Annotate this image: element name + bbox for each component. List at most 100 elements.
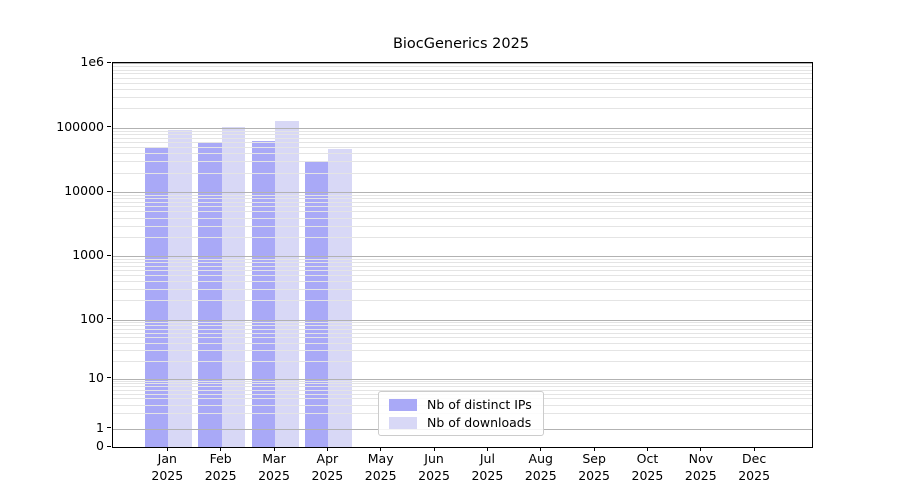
x-tick xyxy=(540,446,542,451)
gridline-major xyxy=(112,319,812,321)
gridline-minor xyxy=(112,130,812,132)
gridline-major xyxy=(112,63,812,65)
bar-downloads-apr xyxy=(328,148,352,447)
gridline-minor xyxy=(112,108,812,110)
gridline-minor xyxy=(112,77,812,79)
x-tick-label: Aug 2025 xyxy=(524,451,557,483)
x-tick-label: Jul 2025 xyxy=(471,451,504,483)
x-tick-label: Jun 2025 xyxy=(418,451,450,483)
x-tick xyxy=(380,446,382,451)
y-tick-label: 10000 xyxy=(64,183,104,199)
legend-item-downloads: Nb of downloads xyxy=(389,414,535,431)
plot-area xyxy=(111,61,813,448)
gridline-minor xyxy=(112,262,812,264)
legend-label-downloads: Nb of downloads xyxy=(427,415,532,430)
gridline-minor xyxy=(112,69,812,71)
gridline-minor xyxy=(112,202,812,204)
gridline-minor xyxy=(112,73,812,75)
gridline-minor xyxy=(112,289,812,291)
gridline-minor xyxy=(112,147,812,149)
x-tick-label: Apr 2025 xyxy=(311,451,344,483)
gridline-minor xyxy=(112,380,812,382)
gridline-major xyxy=(112,256,812,257)
gridline-minor xyxy=(112,236,812,238)
x-tick xyxy=(646,446,649,451)
y-tick-label: 100000 xyxy=(56,118,104,134)
gridline-minor xyxy=(112,206,812,208)
gridline-major xyxy=(112,378,812,380)
x-tick xyxy=(166,446,168,451)
gridline-minor xyxy=(112,96,812,98)
legend-item-distinct-ips: Nb of distinct IPs xyxy=(389,396,535,413)
gridline-minor xyxy=(112,161,812,163)
legend-swatch-distinct-ips xyxy=(389,398,417,411)
gridline-minor xyxy=(112,270,812,272)
gridline-minor xyxy=(112,360,812,362)
bar-distinct-ips-feb xyxy=(198,143,222,447)
x-tick-label: Sep 2025 xyxy=(578,451,610,483)
y-tick-label: 1e6 xyxy=(80,54,104,70)
legend: Nb of distinct IPs Nb of downloads xyxy=(378,391,544,436)
gridline-minor xyxy=(112,322,812,324)
x-tick-label: Nov 2025 xyxy=(684,451,717,483)
x-tick-label: Feb 2025 xyxy=(204,451,237,483)
y-tick xyxy=(107,190,111,192)
chart-title: BiocGenerics 2025 xyxy=(392,36,530,52)
y-tick xyxy=(107,318,111,320)
legend-label-distinct-ips: Nb of distinct IPs xyxy=(427,397,532,412)
y-tick-label: 10 xyxy=(88,369,104,385)
x-tick xyxy=(753,446,755,451)
gridline-minor xyxy=(112,281,812,283)
y-tick-label: 1 xyxy=(96,419,104,435)
bar-distinct-ips-mar xyxy=(251,140,275,447)
x-tick-label: Oct 2025 xyxy=(631,451,664,483)
y-tick xyxy=(107,377,111,379)
bar-distinct-ips-jan xyxy=(144,146,169,447)
x-tick xyxy=(700,446,702,451)
gridline-minor xyxy=(112,386,812,388)
gridline-minor xyxy=(112,172,812,174)
gridline-minor xyxy=(112,300,812,302)
grid-layer xyxy=(112,63,812,448)
gridline-minor xyxy=(112,350,812,352)
gridline-minor xyxy=(112,389,812,391)
gridline-minor xyxy=(112,258,812,260)
x-tick xyxy=(486,446,489,451)
gridline-minor xyxy=(112,88,812,90)
x-tick xyxy=(220,446,222,451)
gridline-minor xyxy=(112,211,812,213)
x-tick xyxy=(326,446,329,451)
gridline-minor xyxy=(112,137,812,139)
x-tick-label: Jan 2025 xyxy=(151,451,184,483)
gridline-minor xyxy=(112,383,812,385)
gridline-minor xyxy=(112,195,812,197)
gridline-major xyxy=(112,127,812,129)
x-tick xyxy=(593,446,595,451)
y-tick xyxy=(107,254,111,256)
x-tick-label: Dec 2025 xyxy=(738,451,771,483)
gridline-minor xyxy=(112,325,812,327)
bar-downloads-jan xyxy=(168,130,192,447)
gridline-minor xyxy=(112,198,812,200)
gridline-minor xyxy=(112,225,812,227)
x-tick-label: May 2025 xyxy=(364,451,397,483)
gridline-minor xyxy=(112,337,812,339)
y-tick-label: 100 xyxy=(80,310,104,326)
gridline-minor xyxy=(112,328,812,330)
gridline-minor xyxy=(112,342,812,344)
x-tick xyxy=(433,446,435,451)
y-tick xyxy=(107,445,111,447)
gridline-minor xyxy=(112,82,812,84)
y-tick xyxy=(107,61,111,63)
gridline-minor xyxy=(112,275,812,277)
bar-distinct-ips-apr xyxy=(304,161,329,447)
gridline-minor xyxy=(112,332,812,334)
x-tick xyxy=(273,446,275,451)
gridline-minor xyxy=(112,217,812,219)
gridline-minor xyxy=(112,265,812,267)
gridline-major xyxy=(112,192,812,194)
y-tick-label: 1000 xyxy=(72,247,104,262)
legend-swatch-downloads xyxy=(389,416,417,429)
y-tick-label: 0 xyxy=(96,438,104,453)
